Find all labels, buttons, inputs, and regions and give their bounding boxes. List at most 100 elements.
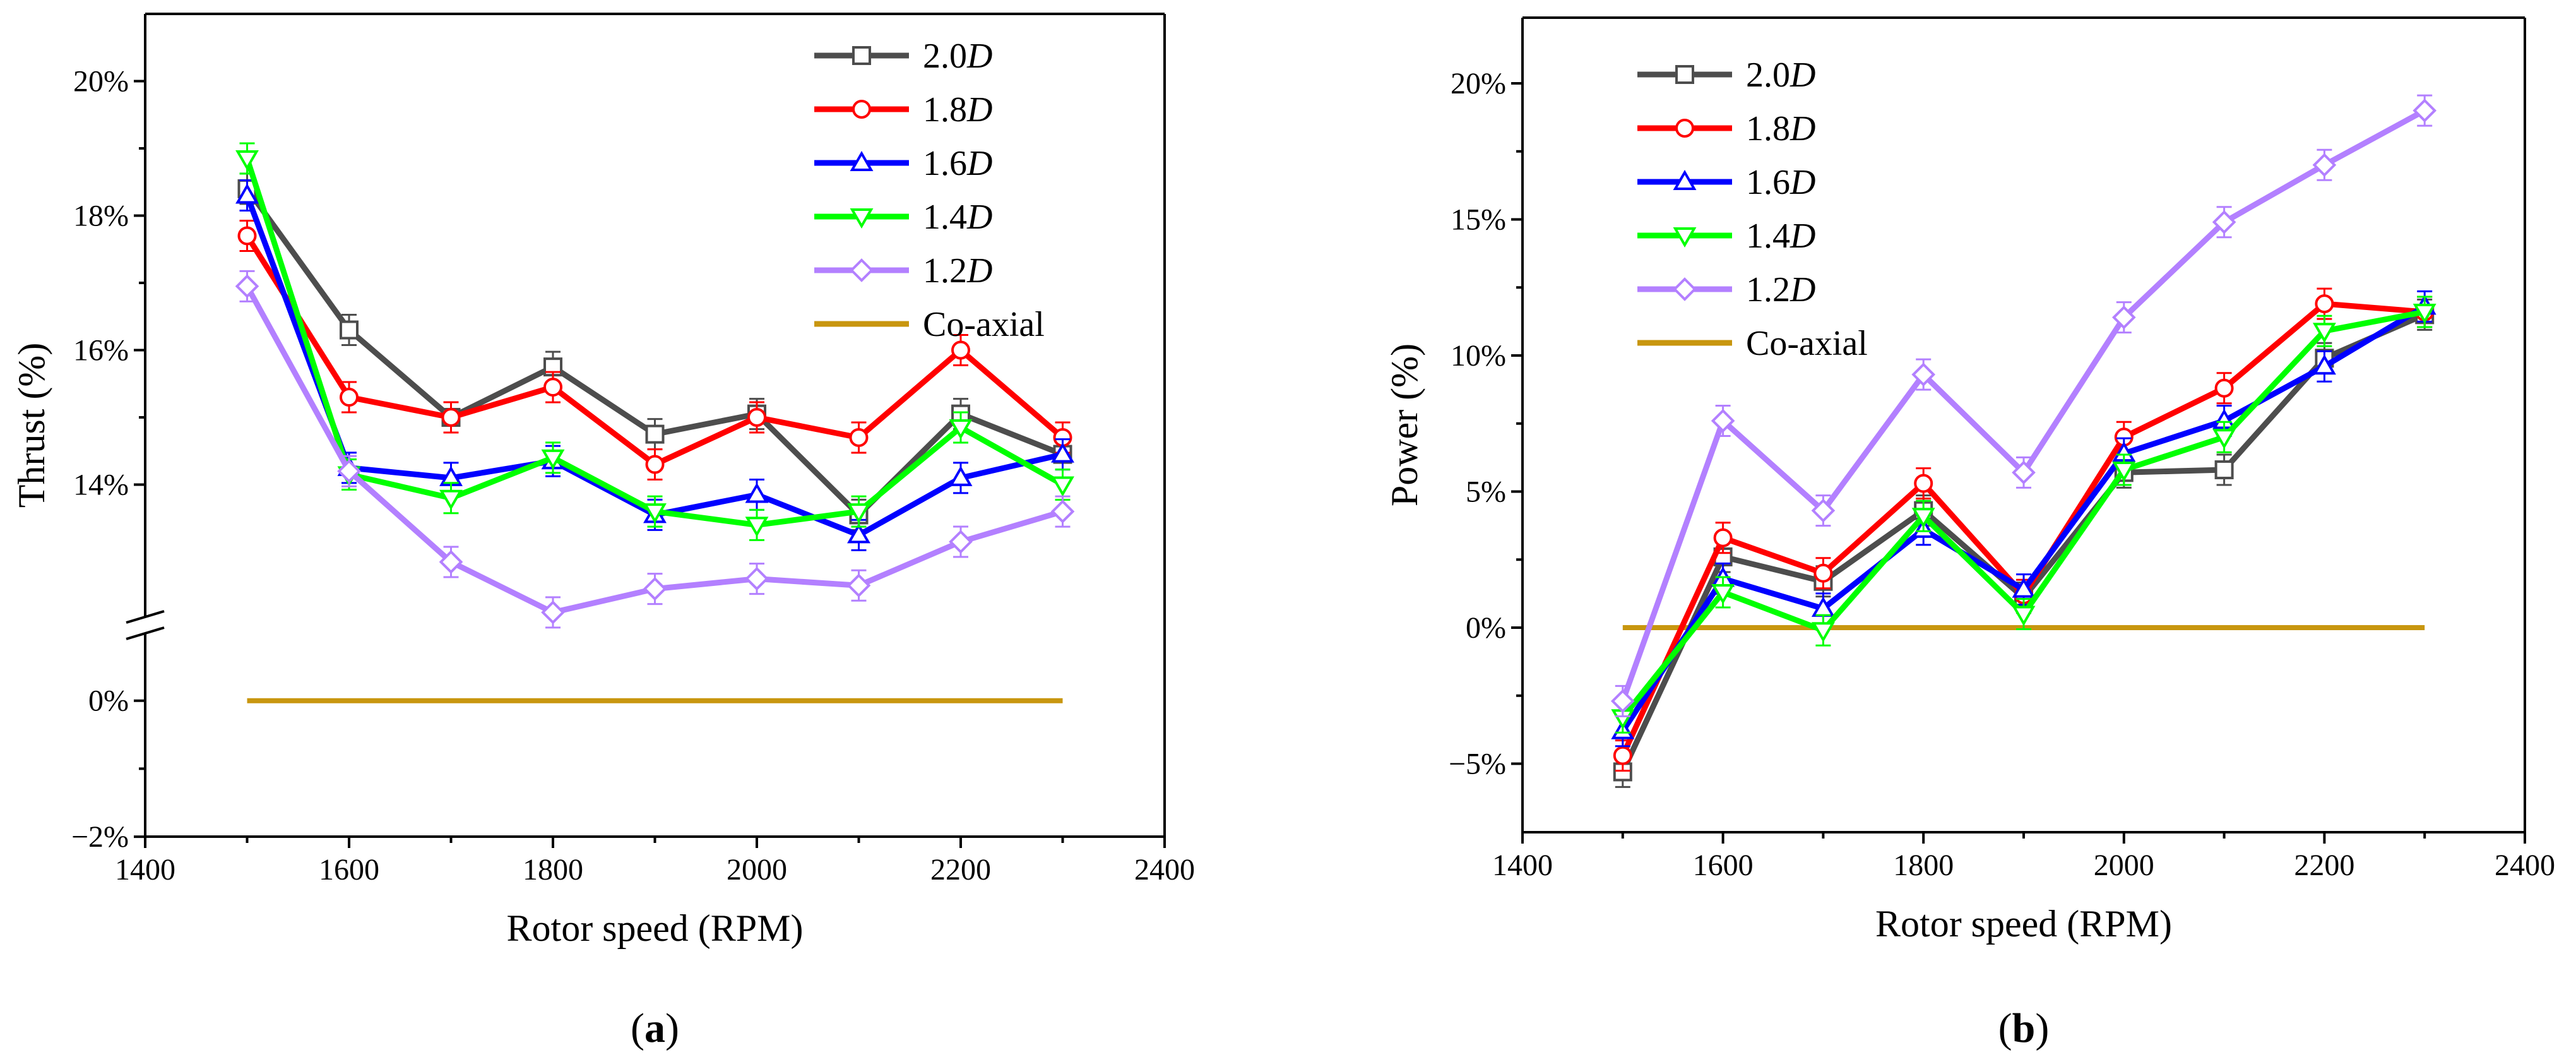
data-point-1-2d bbox=[2413, 99, 2437, 122]
data-point-1-4d bbox=[235, 150, 259, 170]
legend-item-2-0d: 2.0D bbox=[814, 37, 992, 76]
y-tick-label: 16% bbox=[73, 334, 129, 367]
data-point-1-8d bbox=[543, 378, 562, 397]
series-1-6d bbox=[1611, 290, 2437, 748]
data-point-1-8d bbox=[2214, 378, 2234, 398]
data-point-1-4d bbox=[2112, 462, 2136, 482]
axis-break-mark bbox=[126, 610, 165, 624]
data-point-1-6d bbox=[847, 523, 870, 544]
data-point-1-6d bbox=[235, 183, 259, 204]
y-tick-label: 10% bbox=[1451, 339, 1506, 373]
data-point-1-8d bbox=[849, 427, 869, 447]
data-point-1-2d bbox=[1610, 689, 1635, 714]
legend-item-1-4d: 1.4D bbox=[814, 198, 992, 237]
legend-marker bbox=[1673, 227, 1697, 248]
legend-marker bbox=[1675, 119, 1694, 138]
data-point-1-2d bbox=[439, 550, 463, 574]
legend-marker bbox=[1673, 169, 1697, 190]
legend-marker bbox=[852, 46, 871, 65]
legend-label: 1.8D bbox=[1746, 109, 1815, 148]
x-tick-label: 1600 bbox=[319, 853, 379, 887]
legend-marker bbox=[1675, 65, 1694, 84]
legend-label: Co-axial bbox=[1746, 324, 1868, 363]
data-point-1-4d bbox=[541, 449, 565, 470]
series-line-1-6d bbox=[1620, 304, 2426, 733]
legend-label: 2.0D bbox=[923, 37, 992, 76]
data-point-1-4d bbox=[1911, 508, 1935, 528]
legend-label: 1.8D bbox=[923, 90, 992, 129]
series-1-2d bbox=[1610, 94, 2437, 717]
data-point-1-8d bbox=[747, 408, 766, 427]
legend-marker bbox=[852, 100, 871, 119]
y-tick-label: −5% bbox=[1449, 748, 1506, 781]
data-point-1-4d bbox=[1811, 622, 1835, 643]
legend-item-1-8d: 1.8D bbox=[1637, 109, 1815, 148]
y-axis-title: Power (%) bbox=[1384, 343, 1425, 506]
data-point-2-0d bbox=[645, 424, 665, 444]
legend-marker bbox=[1673, 277, 1697, 301]
data-point-1-6d bbox=[745, 482, 769, 503]
data-point-1-8d bbox=[645, 455, 665, 474]
x-tick-label: 2000 bbox=[2094, 849, 2154, 882]
panel-a-thrust-chart: 1400 1600 1800 2000 2200 2400 −2% 0% 14% 16% 18% 20… bbox=[11, 13, 1195, 1051]
panel-label: (a) bbox=[631, 1005, 679, 1051]
y-tick-label: 14% bbox=[73, 469, 129, 502]
series-1-8d bbox=[237, 219, 1072, 481]
data-point-1-6d bbox=[2012, 577, 2036, 598]
data-point-1-2d bbox=[2111, 305, 2136, 330]
series-1-8d bbox=[1613, 287, 2435, 772]
series-line-1-8d bbox=[1620, 301, 2425, 757]
legend-item-1-8d: 1.8D bbox=[814, 90, 992, 129]
data-point-1-4d bbox=[2312, 323, 2336, 343]
data-point-1-4d bbox=[439, 489, 463, 510]
data-point-1-4d bbox=[949, 419, 973, 439]
series-1-2d bbox=[235, 270, 1075, 629]
data-point-1-4d bbox=[745, 517, 769, 537]
data-point-1-8d bbox=[1613, 746, 1632, 765]
data-point-1-4d bbox=[1711, 583, 1735, 604]
panel-b-power-chart: 1400 1600 1800 2000 2200 2400 −5% 0% 5% 10% 15% 20%… bbox=[1384, 16, 2555, 1051]
x-tick-label: 1400 bbox=[1492, 849, 1553, 882]
data-point-1-2d bbox=[745, 566, 769, 591]
y-axis-title: Thrust (%) bbox=[11, 343, 52, 508]
data-point-1-4d bbox=[847, 503, 870, 524]
data-point-1-2d bbox=[1811, 498, 1836, 523]
y-tick-label: 0% bbox=[88, 684, 129, 718]
legend-marker bbox=[850, 208, 874, 229]
series-1-4d bbox=[235, 142, 1074, 541]
data-point-1-6d bbox=[1051, 442, 1074, 463]
x-tick-label: 2200 bbox=[930, 853, 991, 887]
x-tick-label: 1400 bbox=[115, 853, 175, 887]
data-point-1-8d bbox=[1713, 528, 1733, 547]
data-point-1-4d bbox=[2012, 606, 2036, 626]
x-tick-label: 2200 bbox=[2294, 849, 2354, 882]
x-axis-title: Rotor speed (RPM) bbox=[1875, 903, 2172, 945]
data-point-1-8d bbox=[951, 340, 970, 360]
data-point-1-2d bbox=[235, 274, 259, 299]
data-point-1-2d bbox=[2212, 210, 2236, 234]
legend: 2.0D 1.8D 1.6D 1.4D 1.2D Co-axial bbox=[814, 37, 1045, 344]
legend-item-1-2d: 1.2D bbox=[814, 251, 992, 290]
data-point-1-8d bbox=[237, 226, 257, 246]
legend-label: 1.2D bbox=[923, 251, 992, 290]
legend-item-co-axial: Co-axial bbox=[814, 305, 1045, 344]
legend-label: Co-axial bbox=[923, 305, 1045, 344]
data-point-1-2d bbox=[1050, 499, 1075, 523]
axis-break-mark bbox=[126, 626, 165, 640]
data-point-1-2d bbox=[949, 530, 973, 554]
data-point-1-2d bbox=[1711, 409, 1735, 433]
legend-label: 1.2D bbox=[1746, 270, 1815, 309]
y-tick-label: 5% bbox=[1466, 475, 1506, 509]
series-line-1-4d bbox=[1620, 309, 2426, 720]
x-tick-label: 1800 bbox=[523, 853, 583, 887]
data-point-1-2d bbox=[2012, 460, 2036, 485]
data-point-1-6d bbox=[2312, 354, 2336, 375]
data-point-2-0d bbox=[340, 320, 359, 340]
data-point-1-6d bbox=[949, 465, 973, 486]
data-point-1-2d bbox=[643, 576, 667, 601]
y-tick-label: 15% bbox=[1451, 203, 1506, 237]
legend-item-1-6d: 1.6D bbox=[814, 144, 992, 183]
x-tick-label: 2000 bbox=[727, 853, 787, 887]
data-point-1-8d bbox=[2315, 294, 2334, 314]
